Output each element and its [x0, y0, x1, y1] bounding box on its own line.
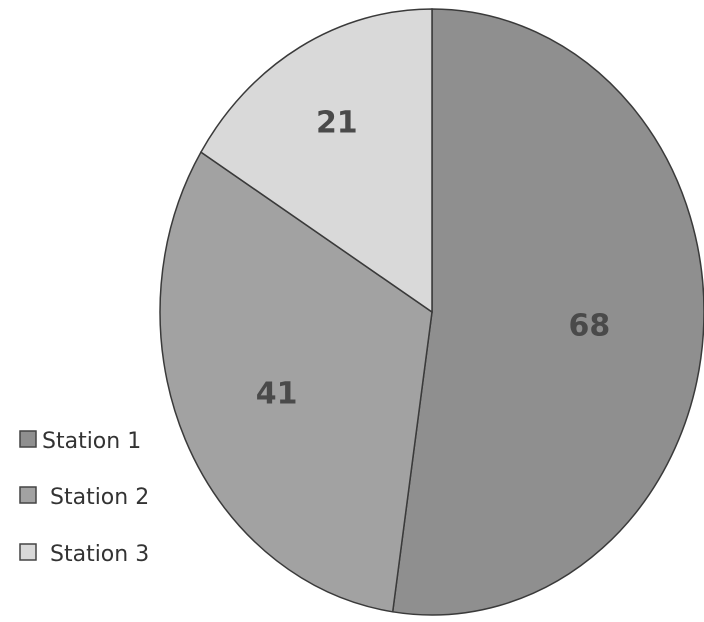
pie-slice-2 — [159, 151, 433, 613]
legend-swatch-2 — [19, 486, 37, 504]
legend-label-2: Station 2 — [50, 485, 149, 510]
legend-swatch-1 — [19, 430, 37, 448]
data-label-3: 21 — [316, 105, 358, 140]
legend-label-3: Station 3 — [50, 542, 149, 567]
pie-data-labels: 68 41 21 — [256, 105, 610, 411]
pie-slice-1 — [391, 8, 704, 616]
pie-slices — [159, 8, 704, 616]
data-label-2: 41 — [256, 376, 298, 411]
legend-item-2: Station 2 — [19, 485, 149, 510]
data-label-1: 68 — [568, 309, 610, 344]
legend: Station 1 Station 2 Station 3 — [19, 429, 149, 567]
legend-item-3: Station 3 — [19, 542, 149, 567]
legend-label-1: Station 1 — [42, 429, 141, 454]
pie-slice-3 — [199, 8, 433, 314]
legend-swatch-3 — [19, 543, 37, 561]
legend-item-1: Station 1 — [19, 429, 141, 454]
